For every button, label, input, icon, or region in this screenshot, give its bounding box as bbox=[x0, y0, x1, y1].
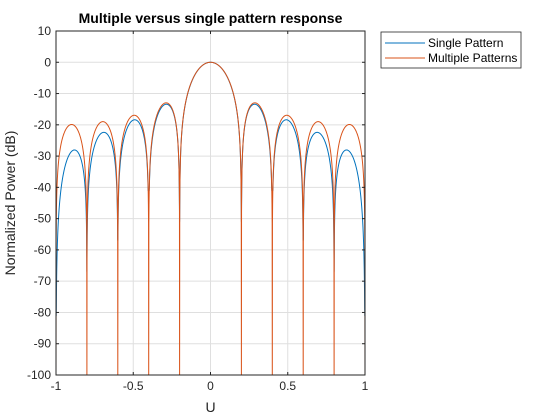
y-tick-label-3: -20 bbox=[34, 118, 52, 132]
chart-title: Multiple versus single pattern response bbox=[79, 10, 343, 26]
y-tick-label-0: 10 bbox=[38, 24, 52, 38]
y-tick-labels: 10 0 -10 -20 -30 -40 -50 -60 -70 -80 -90 -100 bbox=[27, 24, 51, 382]
y-tick-label-1: 0 bbox=[44, 55, 51, 69]
y-tick-label-7: -60 bbox=[34, 243, 52, 257]
series-line-multiple-patterns bbox=[56, 61, 365, 375]
y-tick-label-2: -10 bbox=[34, 87, 52, 101]
legend-label-multiple-patterns: Multiple Patterns bbox=[428, 51, 517, 65]
y-tick-label-5: -40 bbox=[34, 180, 52, 194]
x-tick-label-1: -0.5 bbox=[123, 379, 144, 393]
legend: Single Pattern Multiple Patterns bbox=[380, 31, 522, 69]
y-tick-label-11: -100 bbox=[27, 368, 51, 382]
x-tick-label-4: 1 bbox=[362, 379, 369, 393]
x-tick-label-2: 0 bbox=[207, 379, 214, 393]
x-axis-label: U bbox=[205, 399, 215, 415]
y-axis-label: Normalized Power (dB) bbox=[2, 131, 18, 276]
y-tick-label-9: -80 bbox=[34, 305, 52, 319]
y-tick-label-6: -50 bbox=[34, 212, 52, 226]
y-tick-label-8: -70 bbox=[34, 274, 52, 288]
ticks-group bbox=[55, 30, 366, 376]
x-tick-labels: -1 -0.5 0 0.5 1 bbox=[51, 379, 369, 393]
y-tick-label-10: -90 bbox=[34, 337, 52, 351]
x-tick-label-3: 0.5 bbox=[279, 379, 296, 393]
y-tick-label-4: -30 bbox=[34, 149, 52, 163]
x-tick-label-0: -1 bbox=[51, 379, 62, 393]
series-group bbox=[56, 61, 365, 375]
legend-label-single-pattern: Single Pattern bbox=[428, 36, 503, 50]
legend-box bbox=[380, 31, 522, 69]
